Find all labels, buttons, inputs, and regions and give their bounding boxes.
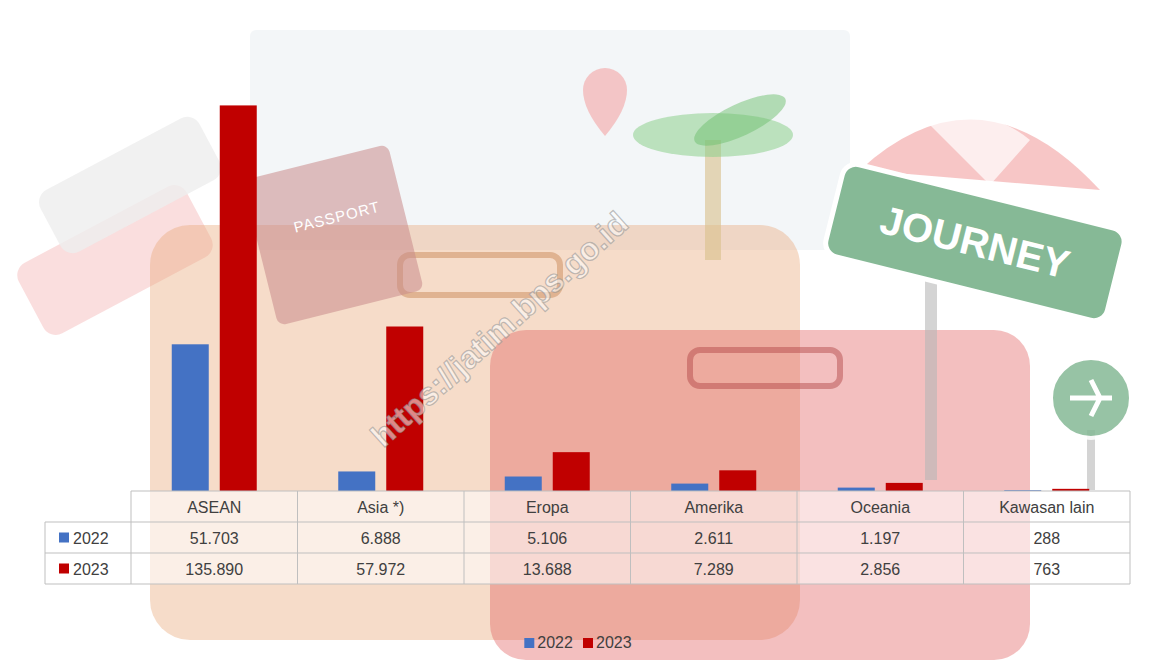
table-line <box>963 491 964 584</box>
map-pin <box>583 68 627 136</box>
suitcase-handle <box>690 350 840 386</box>
umbrella-stripe <box>930 115 1030 185</box>
table-value: 5.106 <box>527 530 567 547</box>
table-line <box>297 491 298 584</box>
table-value: 288 <box>1033 530 1060 547</box>
sign-text: JOURNEY <box>876 197 1075 287</box>
bar <box>838 488 875 491</box>
table-value: 135.890 <box>185 561 243 578</box>
legend: 2022 2023 <box>524 634 631 651</box>
legend-key <box>524 638 534 648</box>
sign <box>823 161 1127 323</box>
table-value: 2.611 <box>694 530 733 547</box>
passport-text: PASSPORT <box>292 198 382 236</box>
table-value: 6.888 <box>361 530 401 547</box>
bar <box>338 471 375 491</box>
bar <box>505 477 542 491</box>
table-line <box>45 522 46 584</box>
bar <box>719 470 756 491</box>
category-label: Oceania <box>850 499 910 516</box>
bar <box>671 484 708 491</box>
sign-post <box>925 280 937 480</box>
plane-sign <box>1051 358 1131 438</box>
table-legend-key <box>59 564 69 574</box>
category-label: ASEAN <box>187 499 241 516</box>
table-line <box>630 491 631 584</box>
table-value: 13.688 <box>523 561 572 578</box>
palm-leaves <box>688 84 792 155</box>
table-legend-key <box>59 533 69 543</box>
bar <box>886 483 923 491</box>
legend-label: 2023 <box>596 634 632 651</box>
table-series-name: 2022 <box>73 530 109 547</box>
category-label: Amerika <box>684 499 743 516</box>
decoration: PASSPORT JOURNEY <box>12 30 1131 660</box>
table-value: 2.856 <box>860 561 900 578</box>
bar <box>220 105 257 491</box>
table-body-bg <box>45 522 1130 584</box>
legend-label: 2022 <box>537 634 573 651</box>
table-line <box>45 522 1130 523</box>
passport <box>242 144 424 326</box>
table-line <box>1130 491 1131 584</box>
table-line <box>464 491 465 584</box>
table-value: 763 <box>1033 561 1060 578</box>
table-line <box>797 491 798 584</box>
table-line <box>45 584 1130 585</box>
table-series-name: 2023 <box>73 561 109 578</box>
category-label: Kawasan lain <box>999 499 1094 516</box>
watermark: https://jatim.bps.go.id <box>364 205 635 454</box>
palm-trunk <box>705 140 721 260</box>
bars <box>172 105 1090 491</box>
table-value: 1.197 <box>860 530 900 547</box>
category-label: Asia *) <box>357 499 404 516</box>
table-value: 51.703 <box>190 530 239 547</box>
chart: PASSPORT JOURNEY https://jatim.bps.go.id AS… <box>0 0 1156 671</box>
table-line <box>131 491 132 584</box>
bar <box>172 344 209 491</box>
map <box>250 30 850 250</box>
legend-key <box>583 638 593 648</box>
table-value: 7.289 <box>694 561 734 578</box>
background <box>0 0 1156 671</box>
table-line <box>45 553 1130 554</box>
plane-icon <box>1070 380 1112 416</box>
category-label: Eropa <box>526 499 569 516</box>
bar <box>553 452 590 491</box>
table-value: 57.972 <box>356 561 405 578</box>
data-table: ASEAN Asia *) Eropa Amerika Oceania Kawasan l… <box>45 491 1130 584</box>
